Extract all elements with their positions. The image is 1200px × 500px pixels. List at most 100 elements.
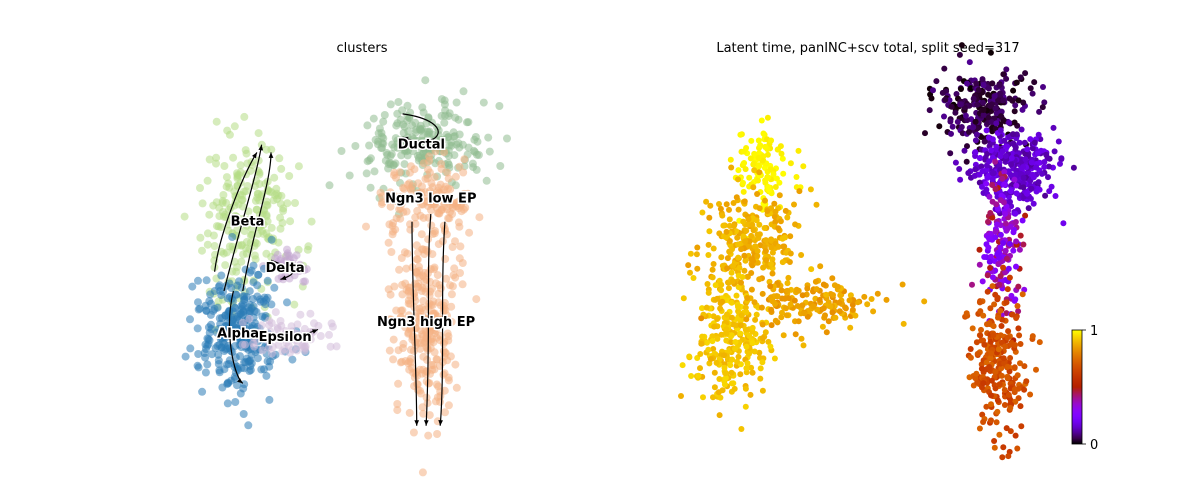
latent-time-point (755, 177, 761, 184)
cluster-point (418, 468, 427, 477)
latent-time-point (1006, 274, 1013, 281)
latent-time-point (745, 216, 752, 223)
latent-time-point (823, 329, 830, 336)
cluster-point (186, 344, 195, 353)
latent-time-point (755, 137, 762, 144)
latent-time-point (936, 123, 943, 130)
cluster-point (390, 171, 398, 180)
cluster-label: Ngn3 low EP (385, 192, 476, 207)
latent-time-point (787, 250, 794, 257)
latent-time-point (742, 403, 749, 410)
latent-time-point (763, 257, 770, 264)
latent-time-point (719, 387, 726, 394)
latent-time-point (711, 384, 718, 391)
latent-time-point (979, 76, 986, 83)
latent-time-point (757, 365, 764, 372)
latent-time-point (987, 210, 994, 216)
latent-time-point (1020, 164, 1026, 170)
latent-time-point (748, 137, 755, 144)
latent-time-point (769, 249, 776, 256)
cluster-point (446, 281, 455, 290)
latent-time-point (947, 150, 954, 157)
cluster-point (332, 342, 341, 351)
latent-time-point (716, 376, 723, 382)
latent-time-point (1021, 363, 1028, 370)
latent-time-point (717, 205, 724, 212)
cluster-point (259, 220, 268, 229)
cluster-point (245, 287, 254, 296)
cluster-point (212, 159, 220, 168)
latent-time-point (820, 305, 827, 312)
cluster-point (452, 98, 461, 107)
cluster-point (214, 356, 223, 365)
cluster-point (398, 106, 407, 115)
latent-time-point (735, 272, 742, 279)
cluster-point (455, 254, 464, 263)
latent-time-point (751, 299, 758, 306)
latent-time-point (783, 312, 790, 319)
latent-time-point (996, 82, 1003, 89)
latent-time-point (1012, 171, 1019, 178)
latent-time-point (1022, 70, 1029, 77)
latent-time-point (714, 316, 721, 322)
latent-time-point (966, 129, 972, 135)
cluster-point (194, 305, 203, 314)
cluster-point (485, 147, 494, 156)
cluster-point (253, 354, 262, 363)
latent-time-point (985, 85, 992, 92)
cluster-point (231, 331, 240, 340)
latent-time-point (1003, 310, 1010, 317)
cluster-point (212, 117, 221, 126)
latent-time-point (723, 228, 730, 235)
latent-time-point (930, 87, 936, 94)
latent-time-point (978, 134, 985, 140)
cluster-point (474, 151, 483, 159)
cluster-label: Ductal (398, 138, 445, 153)
cluster-point (402, 207, 411, 216)
latent-time-point (999, 148, 1006, 155)
latent-time-point (795, 147, 802, 154)
cluster-point (479, 98, 488, 107)
latent-time-point (769, 270, 776, 277)
cluster-point (265, 187, 274, 196)
cluster-point (270, 173, 279, 182)
latent-time-point (847, 324, 854, 331)
latent-time-point (948, 130, 954, 137)
cluster-point (263, 201, 272, 210)
cluster-point (450, 264, 459, 273)
cluster-point (425, 157, 434, 165)
latent-time-point (710, 261, 717, 267)
cluster-point (293, 320, 302, 329)
latent-time-point (690, 275, 697, 281)
latent-time-point (995, 314, 1001, 321)
latent-time-point (750, 184, 757, 191)
cluster-point (203, 360, 212, 369)
latent-time-point (716, 201, 722, 207)
latent-time-point (870, 308, 877, 315)
latent-time-point (849, 301, 856, 308)
latent-time-point (735, 254, 742, 261)
latent-time-point (726, 222, 733, 229)
latent-time-point (1055, 138, 1062, 145)
latent-time-point (975, 87, 982, 93)
latent-time-point (771, 355, 778, 362)
latent-time-point (1003, 255, 1010, 262)
cluster-point (250, 342, 259, 351)
latent-time-point (1010, 247, 1017, 254)
cluster-point (253, 281, 262, 290)
latent-time-point (729, 246, 735, 253)
latent-time-point (777, 218, 784, 225)
latent-time-point (1007, 404, 1014, 411)
streamline (425, 213, 432, 426)
latent-time-point (758, 117, 765, 124)
latent-time-point (1004, 143, 1011, 150)
latent-time-point (996, 381, 1003, 388)
latent-time-point (922, 130, 928, 137)
cluster-point (400, 248, 409, 257)
cluster-point (433, 430, 442, 438)
latent-time-point (698, 315, 705, 322)
latent-time-point (1033, 366, 1039, 373)
cluster-point (200, 349, 209, 357)
latent-time-point (769, 297, 776, 304)
latent-time-point (723, 201, 730, 208)
